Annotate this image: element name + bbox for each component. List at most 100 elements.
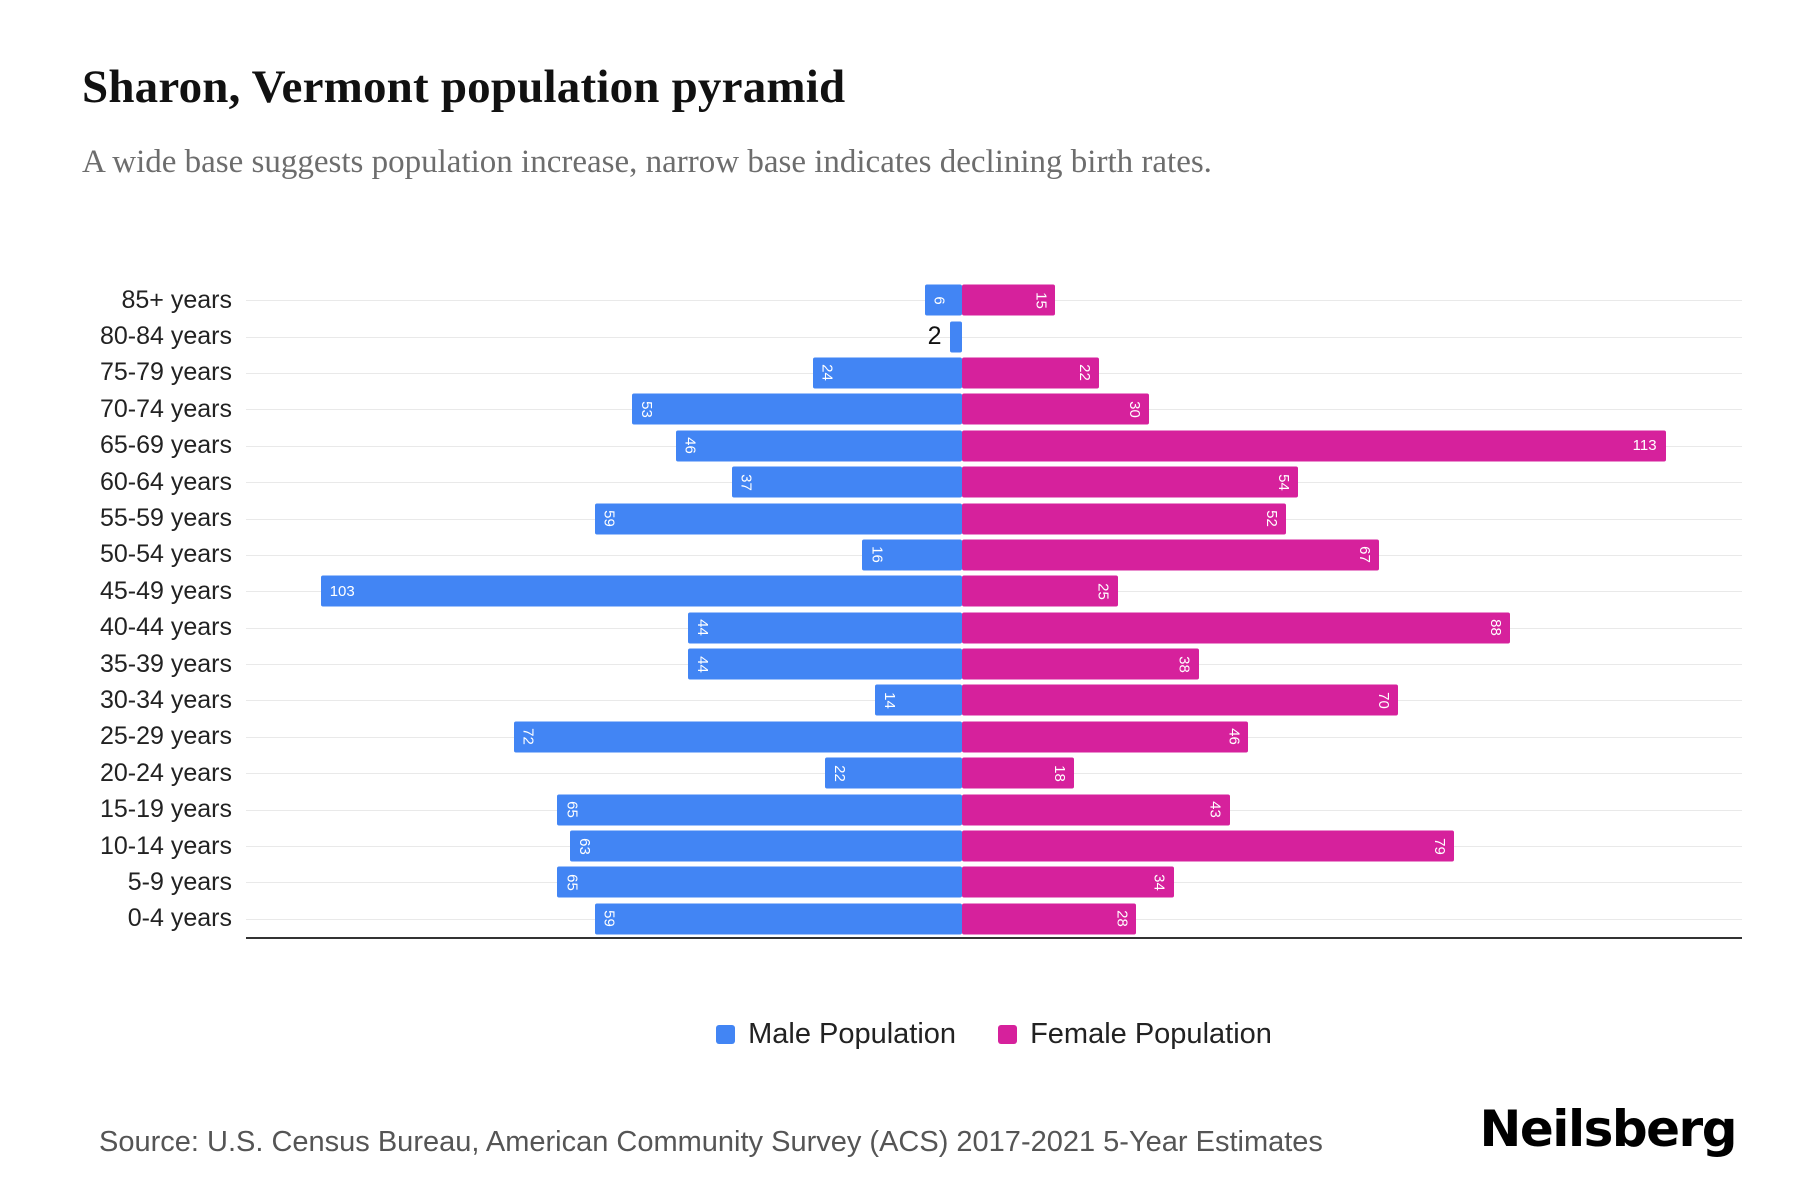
male-population-bar[interactable]: 44 xyxy=(688,648,962,680)
bar-value-label: 44 xyxy=(694,655,712,673)
male-population-bar[interactable]: 22 xyxy=(825,757,962,789)
bar-value-label: 30 xyxy=(1125,401,1143,418)
bar-value-label: 18 xyxy=(1051,764,1069,782)
bar-value-label: 103 xyxy=(329,582,355,600)
male-population-bar[interactable]: 6 xyxy=(924,284,962,316)
male-population-bar[interactable]: 72 xyxy=(513,721,962,753)
age-group-label: 85+ years xyxy=(121,285,233,314)
female-legend-label: Female Population xyxy=(1030,1018,1272,1050)
age-group-label: 35-39 years xyxy=(99,649,232,678)
female-population-bar[interactable]: 34 xyxy=(962,866,1174,898)
bar-value-label: 15 xyxy=(1032,291,1050,309)
female-population-bar[interactable]: 22 xyxy=(962,357,1099,389)
male-population-bar[interactable]: 53 xyxy=(632,393,962,425)
male-population-bar[interactable]: 103 xyxy=(320,575,962,607)
age-group-label: 45-49 years xyxy=(99,576,232,605)
female-population-bar[interactable]: 70 xyxy=(962,684,1398,716)
plot-area: 59 52 xyxy=(246,500,1742,536)
female-population-bar[interactable]: 52 xyxy=(962,503,1286,535)
age-group-label: 80-84 years xyxy=(99,322,232,351)
age-group-label: 0-4 years xyxy=(127,904,232,933)
plot-area: 65 34 xyxy=(246,864,1742,900)
female-population-bar[interactable]: 88 xyxy=(962,612,1510,644)
male-population-bar[interactable]: 46 xyxy=(675,430,962,462)
age-group-label: 75-79 years xyxy=(99,358,232,387)
female-population-bar[interactable]: 30 xyxy=(962,393,1149,425)
bar-value-label: 43 xyxy=(1206,801,1224,818)
pyramid-row: 10-14 years 63 79 xyxy=(0,828,1800,864)
chart-title: Sharon, Vermont population pyramid xyxy=(82,61,846,113)
female-population-bar[interactable]: 67 xyxy=(962,539,1380,571)
male-population-bar[interactable]: 59 xyxy=(594,503,962,535)
female-population-bar[interactable]: 15 xyxy=(962,284,1056,316)
plot-area: 22 18 xyxy=(246,755,1742,791)
population-pyramid-chart: 85+ years 6 15 80-84 years 2 75-79 years 24 22 7… xyxy=(0,282,1800,940)
female-population-bar[interactable]: 38 xyxy=(962,648,1199,680)
male-population-bar[interactable]: 59 xyxy=(594,903,962,935)
male-population-bar[interactable]: 16 xyxy=(862,539,962,571)
pyramid-row: 75-79 years 24 22 xyxy=(0,355,1800,391)
male-population-bar[interactable]: 14 xyxy=(874,684,962,716)
male-population-bar[interactable]: 37 xyxy=(731,466,962,498)
plot-area: 65 43 xyxy=(246,791,1742,827)
plot-area: 24 22 xyxy=(246,355,1742,391)
legend: Male Population Female Population xyxy=(246,1018,1742,1051)
female-legend-swatch xyxy=(998,1025,1018,1044)
pyramid-row: 25-29 years 72 46 xyxy=(0,719,1800,755)
pyramid-row: 60-64 years 37 54 xyxy=(0,464,1800,500)
plot-area: 44 38 xyxy=(246,646,1742,682)
bar-value-label: 79 xyxy=(1430,837,1448,855)
bar-value-label: 63 xyxy=(575,837,593,855)
bar-value-label: 67 xyxy=(1356,546,1374,564)
plot-area: 46 113 xyxy=(246,428,1742,464)
pyramid-rows: 85+ years 6 15 80-84 years 2 75-79 years 24 22 7… xyxy=(0,282,1800,937)
female-population-bar[interactable]: 46 xyxy=(962,721,1249,753)
age-group-label: 20-24 years xyxy=(99,758,232,787)
male-population-bar[interactable]: 2 xyxy=(928,321,962,353)
male-population-bar[interactable]: 44 xyxy=(688,612,962,644)
female-population-bar[interactable]: 18 xyxy=(962,757,1075,789)
bar-value-label: 2 xyxy=(927,322,942,351)
legend-item-female[interactable]: Female Population xyxy=(998,1018,1272,1051)
female-population-bar[interactable]: 113 xyxy=(962,430,1666,462)
age-group-label: 55-59 years xyxy=(99,504,232,533)
legend-item-male[interactable]: Male Population xyxy=(716,1018,956,1051)
plot-area: 53 30 xyxy=(246,391,1742,427)
neilsberg-logo: Neilsberg xyxy=(1479,1100,1738,1158)
bar-value-label: 24 xyxy=(818,364,836,382)
male-population-bar[interactable]: 24 xyxy=(812,357,962,389)
bar-value-label: 65 xyxy=(563,874,581,891)
pyramid-row: 30-34 years 14 70 xyxy=(0,682,1800,718)
age-group-label: 10-14 years xyxy=(99,831,232,860)
age-group-label: 40-44 years xyxy=(99,613,232,642)
female-population-bar[interactable]: 28 xyxy=(962,903,1137,935)
plot-area: 72 46 xyxy=(246,719,1742,755)
plot-area: 63 79 xyxy=(246,828,1742,864)
bar-value-label: 70 xyxy=(1374,692,1392,709)
gridline xyxy=(246,336,1742,338)
male-population-bar[interactable]: 65 xyxy=(557,794,962,826)
bar-value-label: 72 xyxy=(519,728,537,746)
bar-value-label: 28 xyxy=(1113,910,1131,928)
bar-value-label: 22 xyxy=(1075,364,1093,382)
age-group-label: 65-69 years xyxy=(99,431,232,460)
pyramid-row: 80-84 years 2 xyxy=(0,318,1800,354)
female-population-bar[interactable]: 79 xyxy=(962,830,1454,862)
male-population-bar[interactable]: 65 xyxy=(557,866,962,898)
male-population-bar[interactable]: 63 xyxy=(569,830,962,862)
pyramid-row: 50-54 years 16 67 xyxy=(0,537,1800,573)
pyramid-row: 65-69 years 46 113 xyxy=(0,428,1800,464)
bar-value-label: 52 xyxy=(1262,510,1280,527)
age-group-label: 5-9 years xyxy=(127,867,232,896)
pyramid-row: 0-4 years 59 28 xyxy=(0,901,1800,937)
female-population-bar[interactable]: 25 xyxy=(962,575,1118,607)
age-group-label: 15-19 years xyxy=(99,795,232,824)
pyramid-row: 15-19 years 65 43 xyxy=(0,791,1800,827)
bar-value-label: 113 xyxy=(1632,437,1657,455)
pyramid-row: 70-74 years 53 30 xyxy=(0,391,1800,427)
female-population-bar[interactable]: 54 xyxy=(962,466,1299,498)
bar-value-label: 46 xyxy=(1225,728,1243,746)
bar-value-label: 22 xyxy=(831,764,849,782)
female-population-bar[interactable]: 43 xyxy=(962,794,1230,826)
